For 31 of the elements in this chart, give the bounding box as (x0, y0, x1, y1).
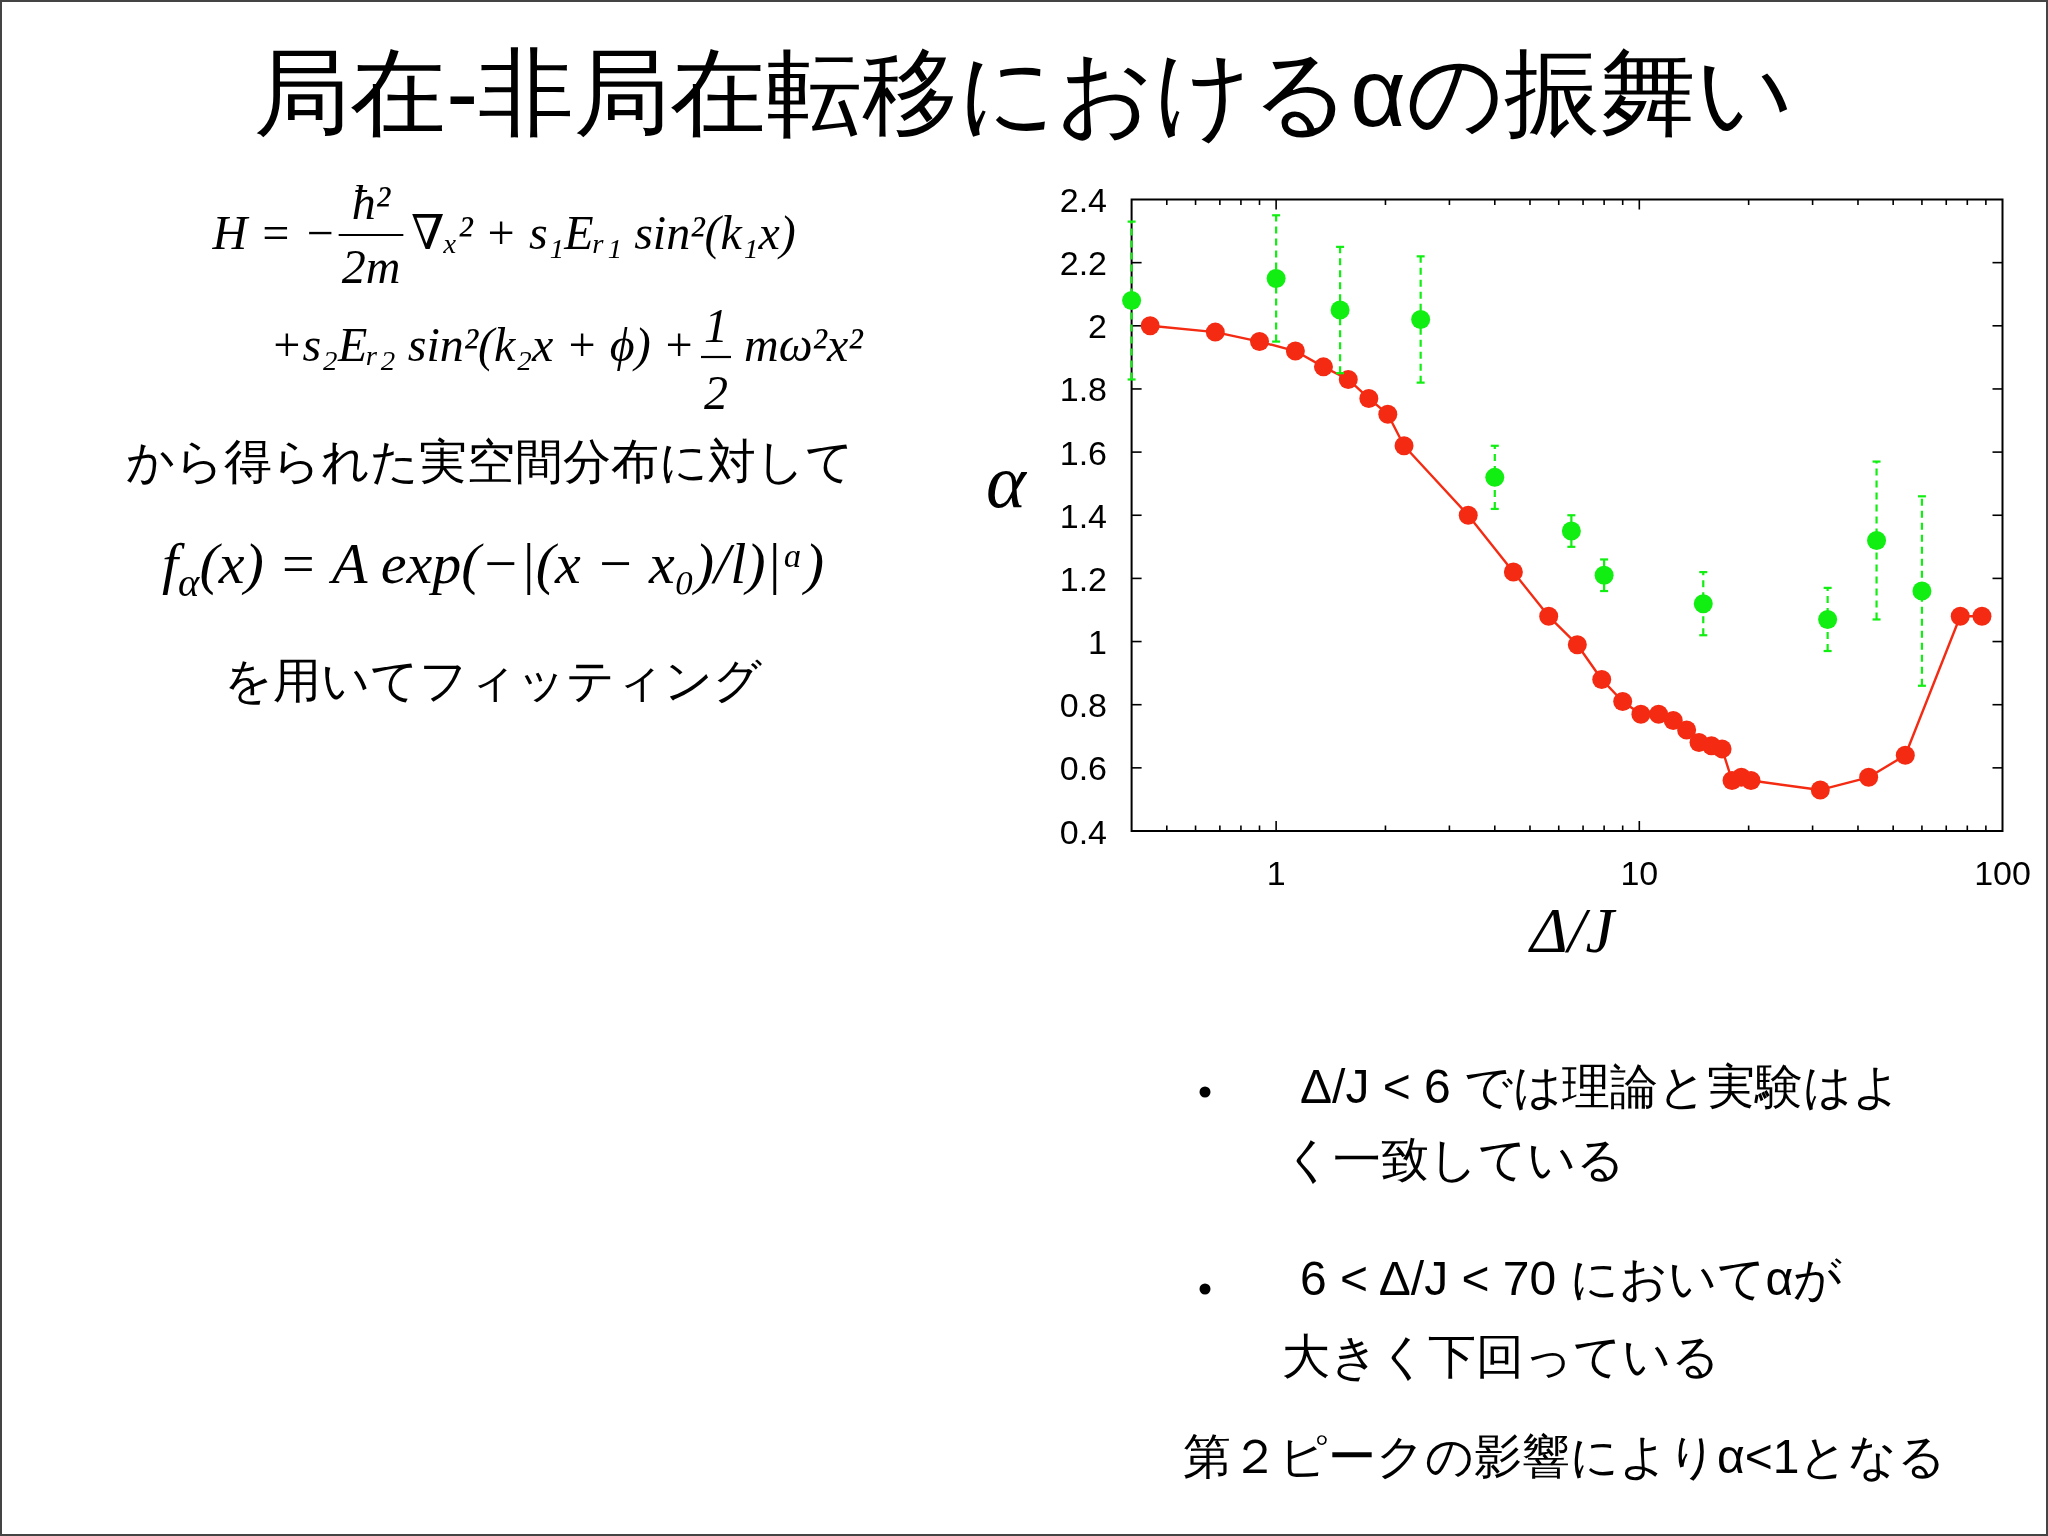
text: から得られた実空間分布に対して (126, 435, 854, 488)
x-tick-label: 10 (1620, 854, 1659, 892)
x-axis-title: Δ/J (1527, 895, 1617, 966)
text: 6 < Δ/J < 70 においてαが大きく下回っている (1282, 1252, 1843, 1383)
text: H = − (211, 206, 336, 259)
text: 1 (704, 299, 728, 352)
text: mω²x² (744, 318, 865, 371)
y-axis-title: α (986, 439, 1029, 523)
y-tick-label: 0.6 (1059, 749, 1107, 788)
y-tick-label: 0.4 (1059, 812, 1107, 851)
y-tick-label: 2.2 (1059, 244, 1107, 283)
text: f$_{α}$(x) = A exp(−|(x − x₀)/l)|ᵅ) (161, 531, 825, 605)
text: を用いてフィッティング (224, 654, 762, 707)
text: ∇ₓ² + s₁Eᵣ₁ sin²(k₁x) (411, 206, 796, 260)
text: ħ² (351, 176, 392, 229)
x-tick-label: 100 (1974, 854, 2031, 892)
y-tick-label: 1.8 (1059, 370, 1107, 409)
text: 2m (341, 240, 401, 293)
text: 第２ピークの影響によりα<1となる (1183, 1430, 1947, 1483)
y-tick-label: 1.2 (1059, 559, 1107, 598)
y-tick-label: 1.6 (1059, 433, 1107, 472)
y-tick-label: 1.4 (1059, 496, 1107, 535)
y-tick-label: 1 (1088, 623, 1107, 662)
text: 2 (704, 366, 728, 419)
y-tick-label: 2 (1088, 307, 1107, 346)
x-tick-label: 1 (1266, 854, 1286, 892)
text: +s₂Eᵣ₂ sin²(k₂x + ϕ) + (270, 318, 695, 372)
chart-title: 局在-非局在転移におけるαの振舞い (254, 39, 1794, 146)
text: Δ/J < 6 では理論と実験はよく一致している (1284, 1060, 1902, 1186)
y-tick-label: 0.8 (1059, 686, 1107, 725)
y-tick-label: 2.4 (1059, 181, 1107, 219)
